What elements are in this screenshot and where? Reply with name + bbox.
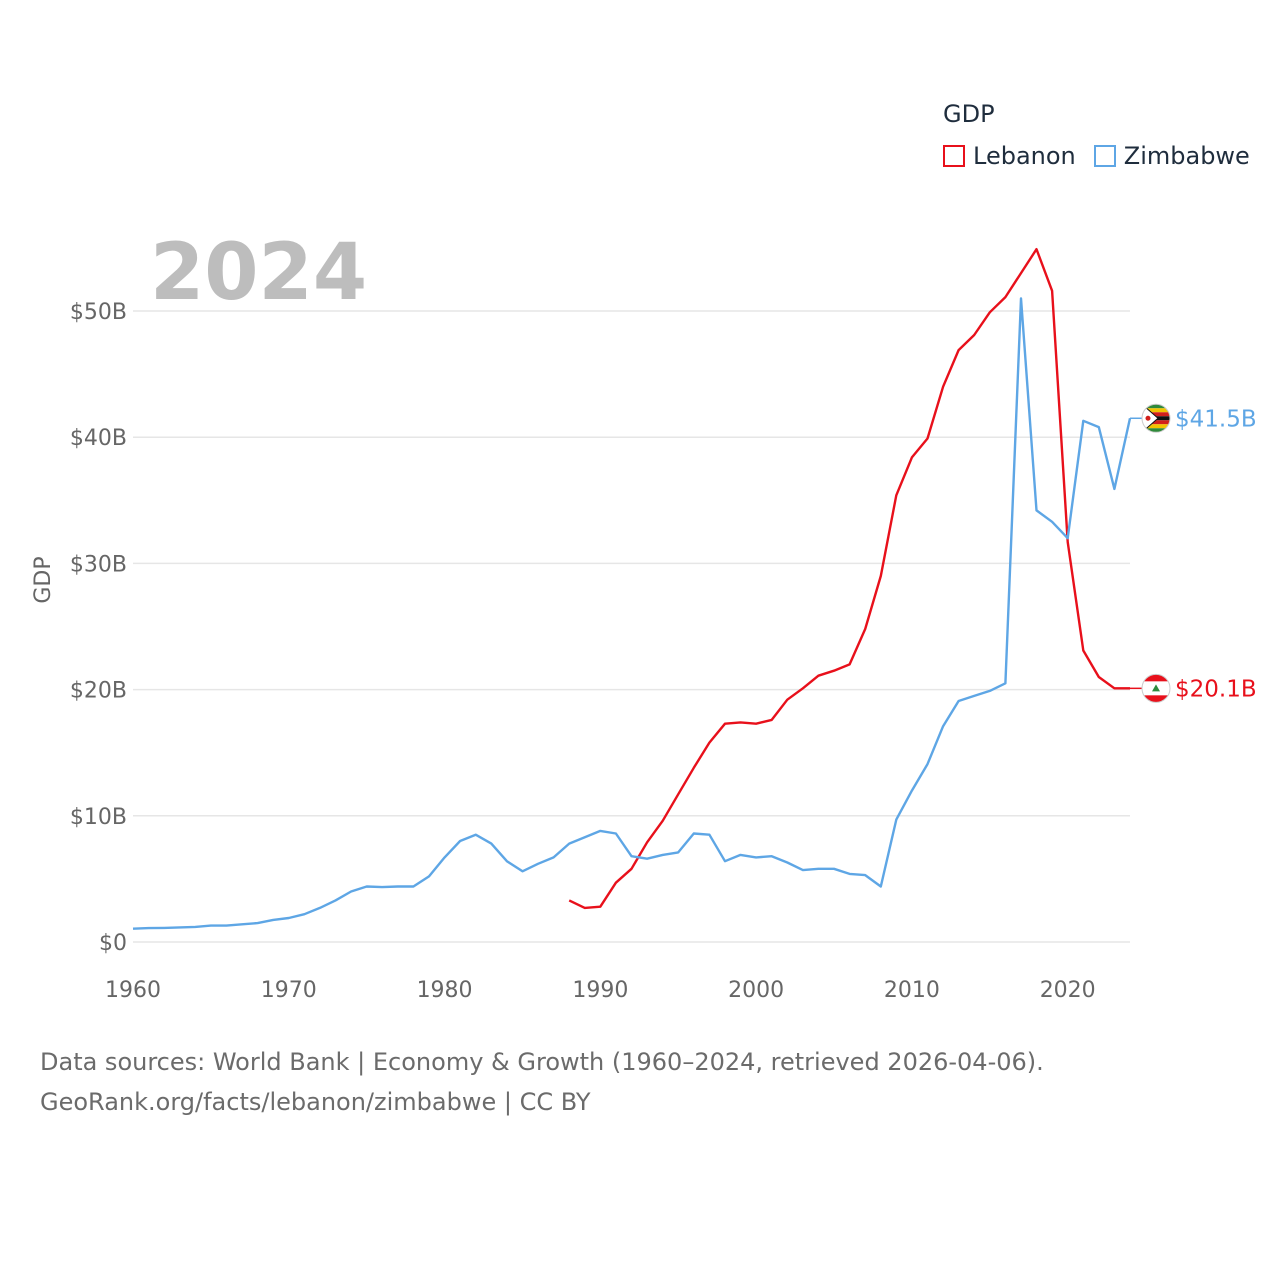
legend-swatch-zimbabwe <box>1093 145 1116 167</box>
x-tick-label: 1980 <box>417 978 473 1003</box>
grid-lines <box>133 310 1130 943</box>
legend: Lebanon Zimbabwe <box>943 142 1268 170</box>
series-lines <box>132 247 1132 930</box>
series-line-lebanon[interactable] <box>568 247 1130 910</box>
legend-item-lebanon[interactable]: Lebanon <box>943 142 1076 170</box>
source-footer: Data sources: World Bank | Economy & Gro… <box>40 1042 1044 1122</box>
lebanon-flag-icon <box>1141 673 1171 703</box>
y-axis-label: GDP <box>31 556 56 603</box>
x-tick-label: 2020 <box>1040 978 1096 1003</box>
y-tick-label: $20B <box>70 679 127 704</box>
x-axis-ticks: 1960 1970 1980 1990 2000 2010 2020 <box>105 978 1096 1003</box>
y-tick-label: $50B <box>70 300 127 325</box>
source-link[interactable]: GeoRank.org/facts/lebanon/zimbabwe | CC … <box>40 1088 591 1116</box>
end-markers: $20.1B $41.5B <box>1130 403 1257 703</box>
legend-title: GDP <box>943 100 995 128</box>
y-tick-label: $0 <box>99 931 127 956</box>
end-value-label-lebanon: $20.1B <box>1175 676 1257 702</box>
end-value-label-zimbabwe: $41.5B <box>1175 406 1257 432</box>
x-tick-label: 1960 <box>105 978 161 1003</box>
x-tick-label: 1970 <box>261 978 317 1003</box>
x-tick-label: 2010 <box>884 978 940 1003</box>
x-tick-label: 2000 <box>728 978 784 1003</box>
legend-swatch-lebanon <box>943 145 965 167</box>
legend-item-zimbabwe[interactable]: Zimbabwe <box>1093 142 1250 170</box>
year-label: 2024 <box>150 228 368 318</box>
source-line: Data sources: World Bank | Economy & Gro… <box>40 1048 1044 1076</box>
y-tick-label: $10B <box>70 805 127 830</box>
series-line-zimbabwe[interactable] <box>132 297 1132 930</box>
zimbabwe-flag-icon <box>1141 403 1171 433</box>
y-tick-label: $30B <box>70 552 127 577</box>
legend-label-lebanon: Lebanon <box>973 142 1076 170</box>
y-tick-label: $40B <box>70 426 127 451</box>
legend-label-zimbabwe: Zimbabwe <box>1123 142 1250 170</box>
y-axis-ticks: $0 $10B $20B $30B $40B $50B <box>70 300 127 956</box>
x-tick-label: 1990 <box>572 978 628 1003</box>
